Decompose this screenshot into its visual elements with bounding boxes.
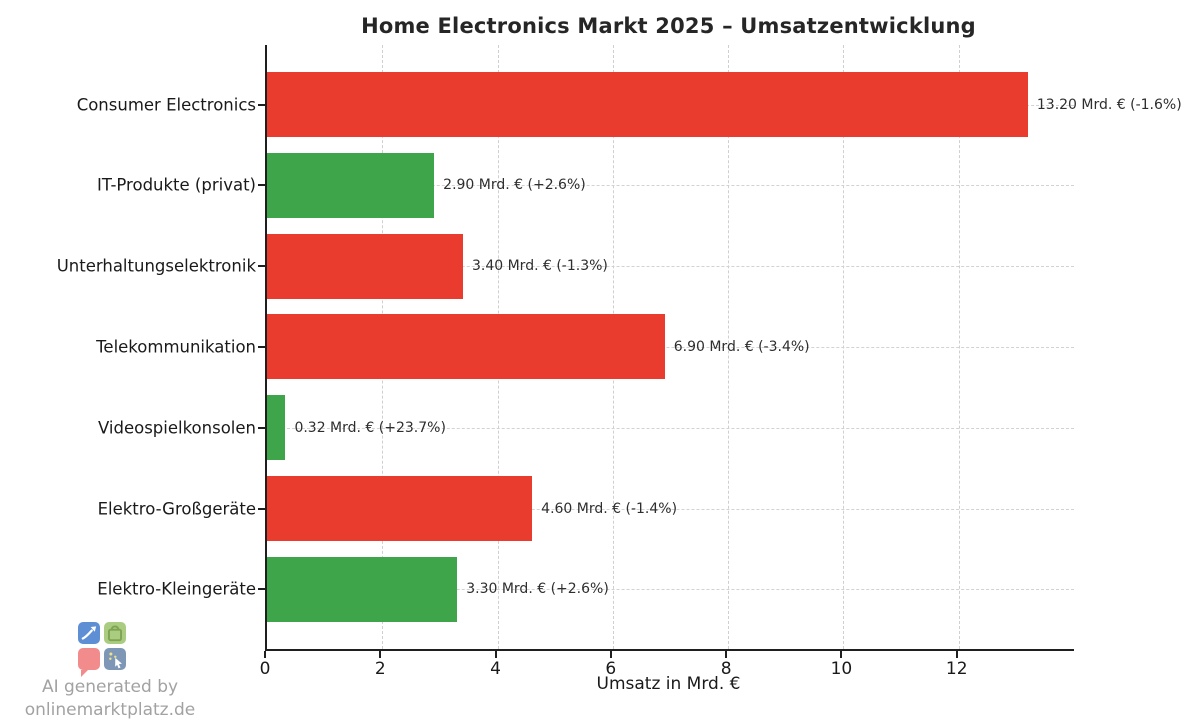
horizontal-gridline — [267, 427, 1074, 429]
x-tick-label: 6 — [605, 659, 617, 679]
horizontal-gridline — [267, 266, 1074, 268]
watermark-text: AI generated by onlinemarktplatz.de — [8, 676, 212, 720]
x-tick-label: 0 — [259, 659, 271, 679]
bar-value-label: 3.30 Mrd. € (+2.6%) — [466, 581, 609, 598]
bar — [267, 152, 435, 218]
shopping-bag-icon — [104, 622, 126, 644]
x-tick-label: 12 — [945, 659, 968, 679]
bar — [267, 233, 463, 299]
bar-value-label: 6.90 Mrd. € (-3.4%) — [673, 338, 810, 355]
bar-value-label: 0.32 Mrd. € (+23.7%) — [294, 419, 446, 436]
bar — [267, 476, 533, 542]
bar-value-label: 4.60 Mrd. € (-1.4%) — [541, 500, 678, 517]
speech-bubble-tail — [81, 670, 88, 677]
horizontal-gridline — [267, 508, 1074, 510]
watermark-line1: AI generated by — [41, 677, 179, 697]
x-axis-tick — [725, 651, 728, 658]
x-axis-tick — [379, 651, 382, 658]
x-axis-title: Umsatz in Mrd. € — [596, 674, 741, 694]
trend-up-icon — [78, 622, 100, 644]
y-axis-tick — [258, 426, 265, 429]
category-label: Elektro-Großgeräte — [97, 499, 256, 519]
y-axis-tick — [258, 588, 265, 591]
horizontal-gridline — [267, 346, 1074, 348]
x-tick-label: 8 — [720, 659, 732, 679]
x-axis-tick — [494, 651, 497, 658]
category-label: Unterhaltungselektronik — [56, 256, 256, 276]
x-tick-label: 2 — [374, 659, 386, 679]
x-axis-tick — [840, 651, 843, 658]
cursor-click-icon — [104, 648, 126, 670]
y-axis-tick — [258, 103, 265, 106]
bar-value-label: 3.40 Mrd. € (-1.3%) — [471, 258, 608, 275]
category-label: Consumer Electronics — [76, 95, 256, 114]
category-label: IT-Produkte (privat) — [97, 175, 256, 195]
category-label: Elektro-Kleingeräte — [97, 579, 256, 599]
bar — [267, 72, 1028, 137]
bar-value-label: 2.90 Mrd. € (+2.6%) — [443, 177, 586, 194]
x-axis-tick — [264, 651, 266, 658]
x-axis-tick — [609, 651, 612, 658]
bar — [267, 314, 665, 380]
horizontal-gridline — [267, 185, 1074, 187]
y-axis-tick — [258, 345, 265, 348]
y-axis-tick — [258, 507, 265, 510]
bar — [267, 556, 458, 622]
x-tick-label: 4 — [490, 659, 501, 679]
horizontal-gridline — [267, 589, 1074, 591]
x-tick-label: 10 — [830, 659, 853, 679]
watermark-line2: onlinemarktplatz.de — [24, 700, 196, 720]
onlinemarktplatz-logo — [78, 622, 126, 677]
y-axis-tick — [258, 184, 265, 187]
category-label: Videospielkonsolen — [97, 418, 256, 438]
chart-title: Home Electronics Markt 2025 – Umsatzentw… — [361, 14, 976, 38]
bar-value-label: 13.20 Mrd. € (-1.6%) — [1036, 96, 1182, 113]
x-axis-tick — [955, 651, 958, 658]
plot-area: 13.20 Mrd. € (-1.6%) 2.90 Mrd. € (+2.6%) 3… — [265, 45, 1182, 651]
speech-bubble-icon — [78, 648, 100, 670]
bar — [267, 395, 286, 461]
y-axis-tick — [258, 265, 265, 268]
category-label: Telekommunikation — [96, 337, 256, 357]
